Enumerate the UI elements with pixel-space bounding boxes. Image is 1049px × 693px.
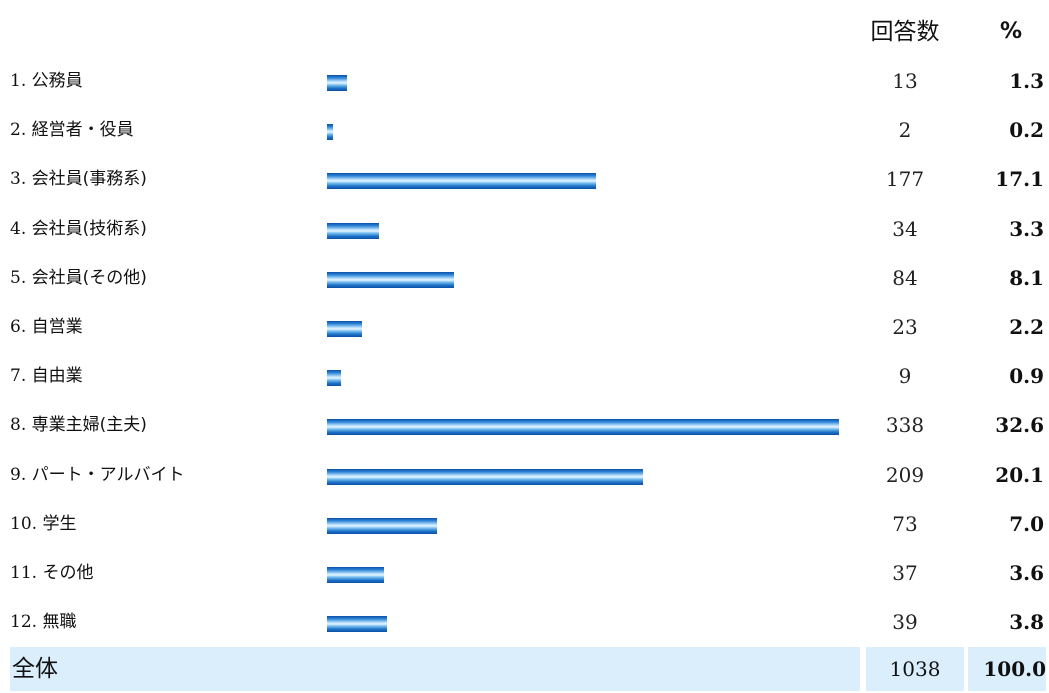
count-value: 177	[885, 167, 925, 192]
total-band-count	[866, 647, 964, 691]
chart-row: 1. 公務員 13 1.3	[0, 57, 1049, 106]
percent-value: 7.0	[1009, 511, 1044, 536]
category-text: 学生	[42, 513, 77, 534]
bar	[327, 468, 643, 485]
category-number: 6.	[10, 317, 32, 337]
count-value: 39	[892, 610, 918, 635]
category-text: 自由業	[31, 366, 83, 387]
count-value: 37	[892, 561, 918, 585]
category-label: 8. 専業主婦(主夫)	[10, 401, 147, 450]
category-number: 5.	[10, 267, 32, 288]
bar	[327, 124, 333, 141]
category-number: 11.	[10, 563, 43, 583]
column-header-percent: %	[999, 19, 1023, 44]
category-number: 9.	[10, 464, 32, 485]
percent-value: 3.6	[1009, 561, 1044, 585]
category-text: 無職	[42, 612, 77, 633]
category-label: 5. 会社員(その他)	[10, 254, 147, 303]
category-label: 3. 会社員(事務系)	[10, 155, 147, 204]
category-label: 2. 経営者・役員	[10, 106, 134, 155]
percent-value: 3.8	[1009, 610, 1044, 635]
category-number: 4.	[10, 218, 32, 239]
bar	[327, 321, 362, 337]
count-value: 84	[892, 265, 918, 290]
chart-row: 12. 無職 39 3.8	[0, 598, 1049, 647]
category-number: 8.	[10, 415, 32, 436]
bar	[327, 567, 384, 583]
percent-value: 2.2	[1009, 315, 1044, 339]
bar	[327, 419, 839, 436]
percent-value: 0.2	[1009, 118, 1044, 143]
category-text: 専業主婦(主夫)	[31, 415, 147, 436]
column-header-count: 回答数	[870, 19, 940, 45]
chart-row: 3. 会社員(事務系) 177 17.1	[0, 155, 1049, 204]
total-percent: 100.0	[983, 657, 1046, 681]
count-value: 13	[892, 69, 918, 93]
bar	[327, 517, 437, 534]
count-value: 23	[892, 315, 918, 339]
bar	[327, 75, 347, 91]
category-label: 9. パート・アルバイト	[10, 451, 184, 500]
category-text: 会社員(事務系)	[31, 169, 147, 190]
category-text: 自営業	[31, 317, 83, 337]
count-value: 338	[885, 413, 925, 438]
bar	[327, 173, 596, 190]
chart-row: 9. パート・アルバイト 209 20.1	[0, 451, 1049, 500]
category-label: 4. 会社員(技術系)	[10, 205, 147, 254]
chart-row: 8. 専業主婦(主夫) 338 32.6	[0, 401, 1049, 450]
chart-row: 11. その他 37 3.6	[0, 549, 1049, 598]
category-number: 10.	[10, 513, 43, 534]
count-value: 34	[892, 216, 918, 241]
category-text: その他	[42, 563, 94, 583]
category-label: 10. 学生	[10, 500, 76, 549]
percent-value: 3.3	[1009, 216, 1044, 241]
count-value: 73	[892, 511, 918, 536]
category-text: パート・アルバイト	[31, 464, 185, 485]
category-number: 12.	[10, 612, 43, 633]
total-label: 全体	[12, 656, 58, 682]
category-text: 会社員(技術系)	[31, 218, 147, 239]
category-number: 1.	[10, 71, 32, 91]
category-text: 経営者・役員	[31, 120, 134, 141]
percent-value: 32.6	[995, 413, 1044, 438]
category-number: 2.	[10, 120, 32, 141]
bar	[327, 616, 387, 633]
total-count: 1038	[889, 657, 941, 681]
bar	[327, 370, 341, 387]
chart-row: 5. 会社員(その他) 84 8.1	[0, 254, 1049, 303]
total-band-percent	[968, 647, 1046, 691]
chart-row: 4. 会社員(技術系) 34 3.3	[0, 205, 1049, 254]
chart-row: 7. 自由業 9 0.9	[0, 352, 1049, 401]
chart-row: 6. 自営業 23 2.2	[0, 303, 1049, 352]
percent-value: 1.3	[1009, 69, 1044, 93]
chart-row: 10. 学生 73 7.0	[0, 500, 1049, 549]
bar	[327, 271, 454, 288]
percent-value: 20.1	[995, 462, 1044, 487]
category-label: 1. 公務員	[10, 57, 83, 106]
category-text: 会社員(その他)	[31, 267, 147, 288]
category-text: 公務員	[31, 71, 83, 91]
chart-row: 2. 経営者・役員 2 0.2	[0, 106, 1049, 155]
category-label: 6. 自営業	[10, 303, 83, 352]
percent-value: 0.9	[1009, 364, 1044, 389]
category-number: 3.	[10, 169, 32, 190]
count-value: 2	[898, 118, 912, 143]
category-label: 11. その他	[10, 549, 93, 598]
total-band-label	[10, 647, 860, 691]
count-value: 9	[898, 364, 912, 389]
bar	[327, 222, 379, 239]
category-number: 7.	[10, 366, 32, 387]
count-value: 209	[885, 462, 925, 487]
percent-value: 8.1	[1009, 265, 1044, 290]
percent-value: 17.1	[995, 167, 1044, 192]
category-label: 12. 無職	[10, 598, 76, 647]
category-label: 7. 自由業	[10, 352, 83, 401]
